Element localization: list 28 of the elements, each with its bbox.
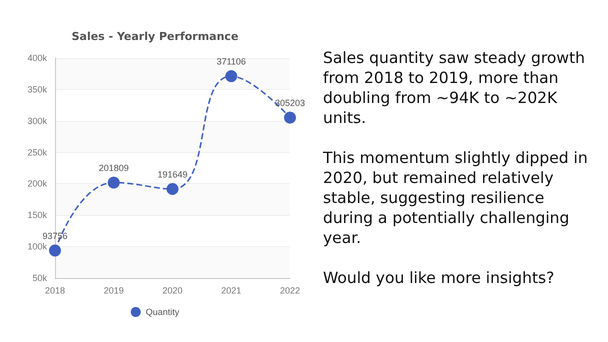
point [49,244,61,256]
data-label: 201809 [98,163,129,174]
point [225,70,238,82]
chart-title: Sales - Yearly Performance [72,30,238,43]
y-tick-label: 200k [27,178,48,189]
y-tick-label: 350k [27,84,48,94]
text: This momentum slightly dipped in 2020, but remained relatively stable, suggesting resilience during a potentially challenging year. [323,148,589,248]
y-tick-label: 400k [27,53,48,63]
point [108,176,120,189]
x-tick-label: 2022 [280,286,300,296]
y-tick-label: 100k [27,242,48,252]
x-tick-label: 2018 [44,286,66,296]
y-tick-label: 250k [27,147,48,158]
text: Sales quantity saw steady growth from 2018 to 2019, more than doubling from ~94K to ~202K units. [323,48,586,128]
point [284,112,296,124]
legend-label: Quantity [146,307,180,317]
y-tick-label: 150k [27,210,48,220]
x-tick-label: 2020 [162,286,183,296]
point [166,182,178,195]
x-tick-label: 2019 [104,286,124,296]
y-tick-label: 50k [32,273,48,283]
data-label: 191649 [157,169,188,180]
x-tick-label: 2021 [221,286,242,296]
data-label: 305203 [274,98,306,108]
y-tick-label: 300k [27,116,48,126]
data-label: 371106 [216,56,246,67]
data-label: 93756 [42,230,68,241]
text: Would you like more insights? [323,268,556,288]
